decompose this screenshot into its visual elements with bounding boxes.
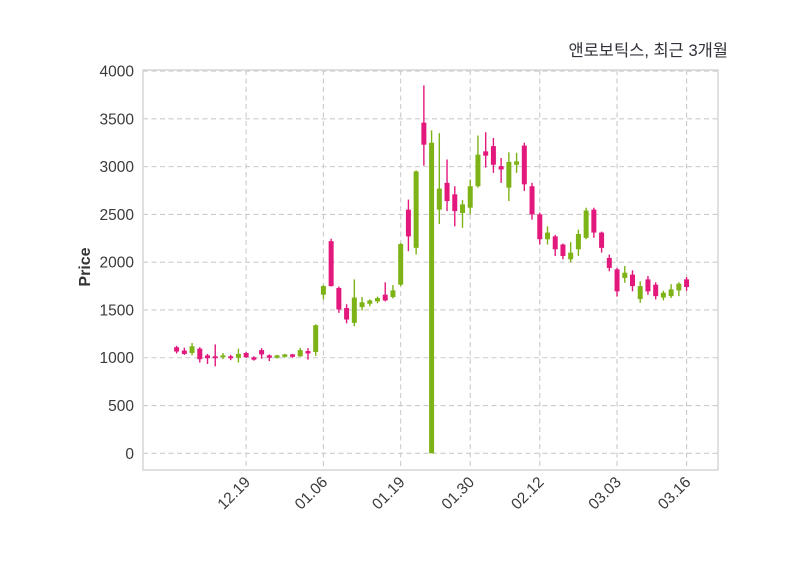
- candle-body: [521, 145, 527, 185]
- x-tick-label: 03.16: [655, 474, 694, 513]
- candle-body: [328, 241, 334, 287]
- axis-layer: 0 500 1000 1500 2000 2500 3000 3500 4000 12.19 01.…: [100, 64, 695, 514]
- x-tick-label: 01.30: [439, 474, 479, 514]
- candle-body: [405, 209, 411, 237]
- y-tick-label: 4000: [100, 64, 135, 81]
- candle-body: [498, 166, 504, 170]
- candle-body: [622, 272, 628, 278]
- candle-body: [676, 283, 682, 291]
- candle-body: [560, 244, 566, 256]
- candle-body: [274, 355, 280, 358]
- candle-body: [266, 355, 272, 358]
- candle-body: [591, 209, 597, 233]
- candle-body: [568, 252, 574, 260]
- candle-body: [305, 351, 311, 354]
- candle-body: [297, 350, 303, 357]
- candle-body: [629, 274, 635, 287]
- candle-body: [344, 308, 350, 320]
- candle-body: [336, 287, 342, 310]
- candle-body: [243, 352, 249, 358]
- x-tick-label: 03.03: [585, 474, 624, 513]
- candle-body: [398, 244, 404, 285]
- y-tick-label: 1000: [100, 350, 135, 367]
- candle-body: [514, 161, 520, 165]
- candle-body: [205, 355, 211, 359]
- candle-body: [251, 357, 257, 360]
- candle-body: [259, 350, 265, 355]
- candle-body: [189, 346, 195, 353]
- candle-body: [660, 292, 666, 298]
- candle-body: [174, 347, 180, 352]
- y-tick-label: 2500: [100, 207, 135, 224]
- candle-body: [668, 289, 674, 297]
- x-tick-label: 02.12: [508, 474, 547, 513]
- candle-body: [359, 302, 365, 308]
- candle-body: [351, 297, 357, 323]
- candle-body: [181, 350, 187, 354]
- candle-body: [645, 279, 651, 292]
- y-tick-label: 0: [125, 446, 134, 463]
- x-tick-label: 01.19: [369, 474, 408, 513]
- candle-body: [212, 356, 218, 359]
- candle-body: [614, 269, 620, 292]
- grid-layer: [143, 70, 718, 470]
- y-tick-label: 3500: [100, 111, 135, 128]
- candle-body: [483, 151, 489, 156]
- x-tick-label: 01.06: [292, 474, 331, 513]
- chart-title: 앤로보틱스, 최근 3개월: [568, 41, 728, 60]
- candle-body: [606, 257, 612, 268]
- candle-body: [444, 182, 450, 202]
- candle-body: [459, 204, 465, 213]
- y-axis-title: Price: [77, 247, 94, 286]
- candle-body: [382, 294, 388, 301]
- candle-body: [421, 122, 427, 145]
- candle-body: [529, 186, 535, 215]
- candle-body: [282, 354, 288, 357]
- candle-layer: [174, 85, 690, 454]
- candle-body: [552, 236, 558, 250]
- candle-body: [390, 290, 396, 298]
- candle-body: [599, 232, 605, 248]
- candle-body: [228, 356, 234, 359]
- candle-body: [544, 232, 550, 240]
- candle-body: [467, 186, 473, 208]
- candle-body: [235, 353, 241, 358]
- candle-body: [684, 279, 690, 288]
- plot-border: [142, 69, 719, 471]
- y-tick-label: 1500: [100, 302, 135, 319]
- candle-body: [375, 298, 381, 302]
- candle-body: [490, 146, 496, 165]
- x-tick-label: 12.19: [215, 474, 254, 513]
- candle-body: [653, 284, 659, 297]
- candle-body: [313, 325, 319, 353]
- y-tick-label: 3000: [100, 159, 135, 176]
- candle-body: [367, 300, 373, 304]
- y-tick-label: 500: [108, 398, 134, 415]
- candle-body: [197, 348, 203, 360]
- candle-body: [537, 214, 543, 240]
- candle-body: [429, 142, 435, 454]
- candle-body: [436, 188, 442, 210]
- candle-body: [452, 194, 458, 212]
- candle-body: [575, 234, 581, 250]
- candle-body: [637, 286, 643, 299]
- candle-body: [290, 354, 296, 357]
- candle-body: [583, 210, 589, 238]
- y-tick-label: 2000: [100, 255, 135, 272]
- candle-body: [220, 355, 226, 358]
- candle-body: [320, 286, 326, 295]
- candle-body: [475, 154, 481, 187]
- candle-body: [413, 171, 419, 248]
- candle-body: [506, 161, 512, 188]
